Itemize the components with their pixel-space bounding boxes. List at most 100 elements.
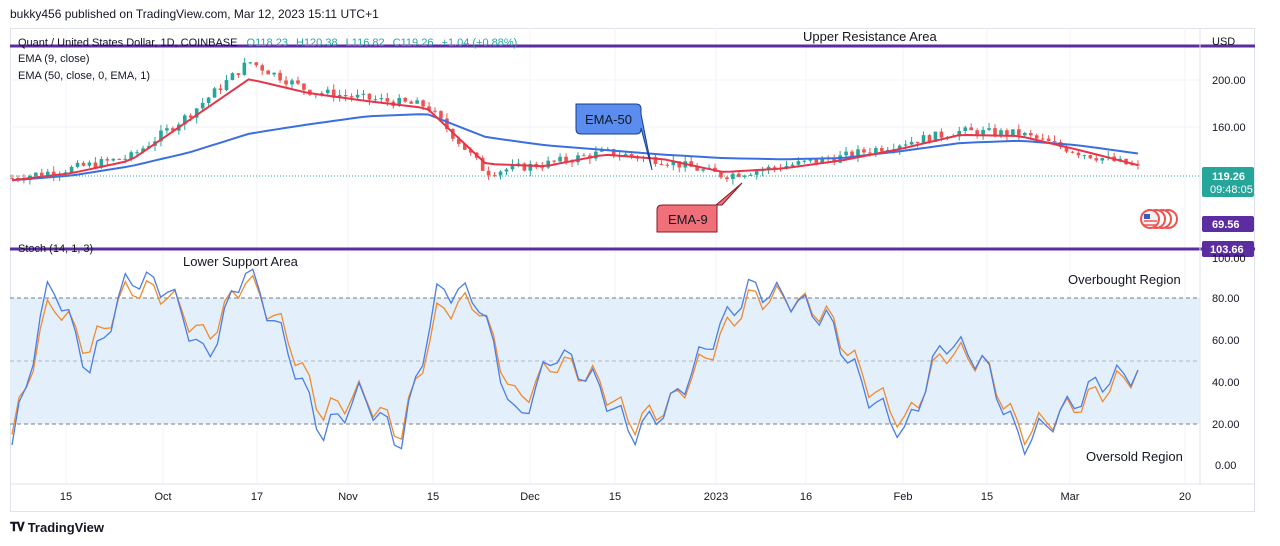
candle — [236, 73, 241, 79]
candle — [802, 160, 807, 164]
candle — [117, 158, 122, 160]
candle — [659, 160, 664, 166]
ema9-line — [11, 78, 1139, 182]
candle — [415, 97, 419, 104]
candle — [296, 76, 300, 86]
time-label-3: Nov — [338, 491, 358, 503]
candle — [284, 76, 288, 87]
time-label-2: 17 — [251, 491, 263, 503]
ema9-callout: EMA-9 — [656, 182, 743, 233]
candle — [921, 131, 926, 144]
candle — [373, 95, 378, 102]
stoch-tick-20: 20.00 — [1212, 419, 1240, 431]
candle — [957, 126, 962, 141]
support-price-badge: 69.56 — [1202, 216, 1254, 232]
candle — [558, 153, 562, 164]
candle — [504, 168, 509, 176]
stoch-d-line — [11, 274, 1139, 447]
svg-text:103.66: 103.66 — [1210, 244, 1244, 256]
candle — [1088, 154, 1093, 160]
stoch-tick-0: 0.00 — [1215, 460, 1236, 472]
candle — [576, 152, 580, 166]
candle — [278, 69, 282, 83]
candle — [856, 145, 860, 163]
candle — [266, 69, 270, 75]
candle — [737, 171, 741, 178]
candle — [1076, 151, 1081, 159]
tradingview-logo: 𝐓𝐕 TradingView — [10, 520, 104, 535]
published-by-text: bukky456 published on TradingView.com, M… — [10, 7, 379, 21]
svg-text:69.56: 69.56 — [1212, 219, 1240, 231]
candle — [653, 154, 658, 167]
time-label-0: 15 — [60, 491, 72, 503]
candle — [1082, 154, 1087, 160]
candle — [433, 107, 437, 114]
candle — [248, 61, 253, 65]
candle — [671, 155, 676, 171]
candle — [1046, 135, 1051, 142]
candle — [212, 86, 217, 98]
candle — [343, 89, 348, 102]
time-axis-labels: 15 Oct 17 Nov 15 Dec 15 2023 16 Feb 15 Mar 20 — [60, 491, 1191, 503]
time-label-8: 16 — [800, 491, 812, 503]
candle — [403, 97, 408, 103]
candle — [290, 78, 294, 90]
ema50-callout: EMA-50 — [575, 103, 653, 171]
candle — [81, 160, 86, 167]
svg-text:EMA-9: EMA-9 — [668, 212, 708, 227]
chart-frame — [10, 28, 1255, 512]
candle — [546, 156, 550, 170]
candle — [409, 99, 413, 104]
candle — [1112, 152, 1116, 162]
last-price-badge: 119.26 09:48:05 — [1202, 167, 1254, 197]
candle — [51, 166, 56, 182]
flag-icon[interactable] — [1140, 209, 1178, 229]
candle — [1094, 154, 1099, 163]
stoch-tick-80: 80.00 — [1212, 293, 1240, 305]
candle — [909, 136, 914, 146]
candle — [39, 168, 44, 177]
candle — [742, 174, 747, 179]
candle — [1070, 150, 1075, 154]
candle — [820, 156, 825, 164]
candle — [325, 86, 330, 96]
svg-text:09:48:05: 09:48:05 — [1210, 184, 1253, 196]
price-tick-200: 200.00 — [1212, 75, 1246, 87]
candle — [760, 166, 765, 177]
time-label-11: Mar — [1061, 491, 1080, 503]
candle — [159, 125, 163, 147]
candle — [165, 124, 169, 134]
candle — [230, 72, 235, 81]
lower-support-label: Lower Support Area — [183, 254, 299, 269]
ema50-line — [11, 113, 1139, 182]
candle — [260, 63, 265, 76]
tradingview-brand-name: TradingView — [27, 520, 105, 535]
stoch-k-line — [11, 268, 1139, 456]
candle — [808, 159, 813, 163]
time-label-6: 15 — [609, 491, 621, 503]
candle — [111, 158, 116, 162]
candle — [355, 89, 360, 101]
candle — [361, 90, 366, 100]
candle — [10, 174, 14, 179]
candle — [492, 172, 497, 177]
time-label-4: 15 — [427, 491, 439, 503]
candle — [379, 93, 384, 103]
stoch-legend: Stoch (14, 1, 3) — [18, 243, 93, 255]
svg-text:EMA-50: EMA-50 — [585, 112, 632, 127]
candle — [981, 126, 985, 140]
candle — [367, 93, 372, 106]
ema50-legend: EMA (50, close, 0, EMA, 1) — [18, 70, 150, 82]
time-label-10: 15 — [981, 491, 993, 503]
candle — [748, 172, 753, 177]
candle — [349, 93, 354, 102]
candle — [1017, 124, 1021, 142]
time-label-1: Oct — [154, 491, 171, 503]
candle — [832, 154, 836, 166]
candle — [725, 175, 729, 182]
upper-resistance-label: Upper Resistance Area — [803, 29, 937, 44]
stoch-tick-40: 40.00 — [1212, 377, 1240, 389]
time-label-9: Feb — [894, 491, 913, 503]
currency-label: USD — [1212, 36, 1235, 48]
